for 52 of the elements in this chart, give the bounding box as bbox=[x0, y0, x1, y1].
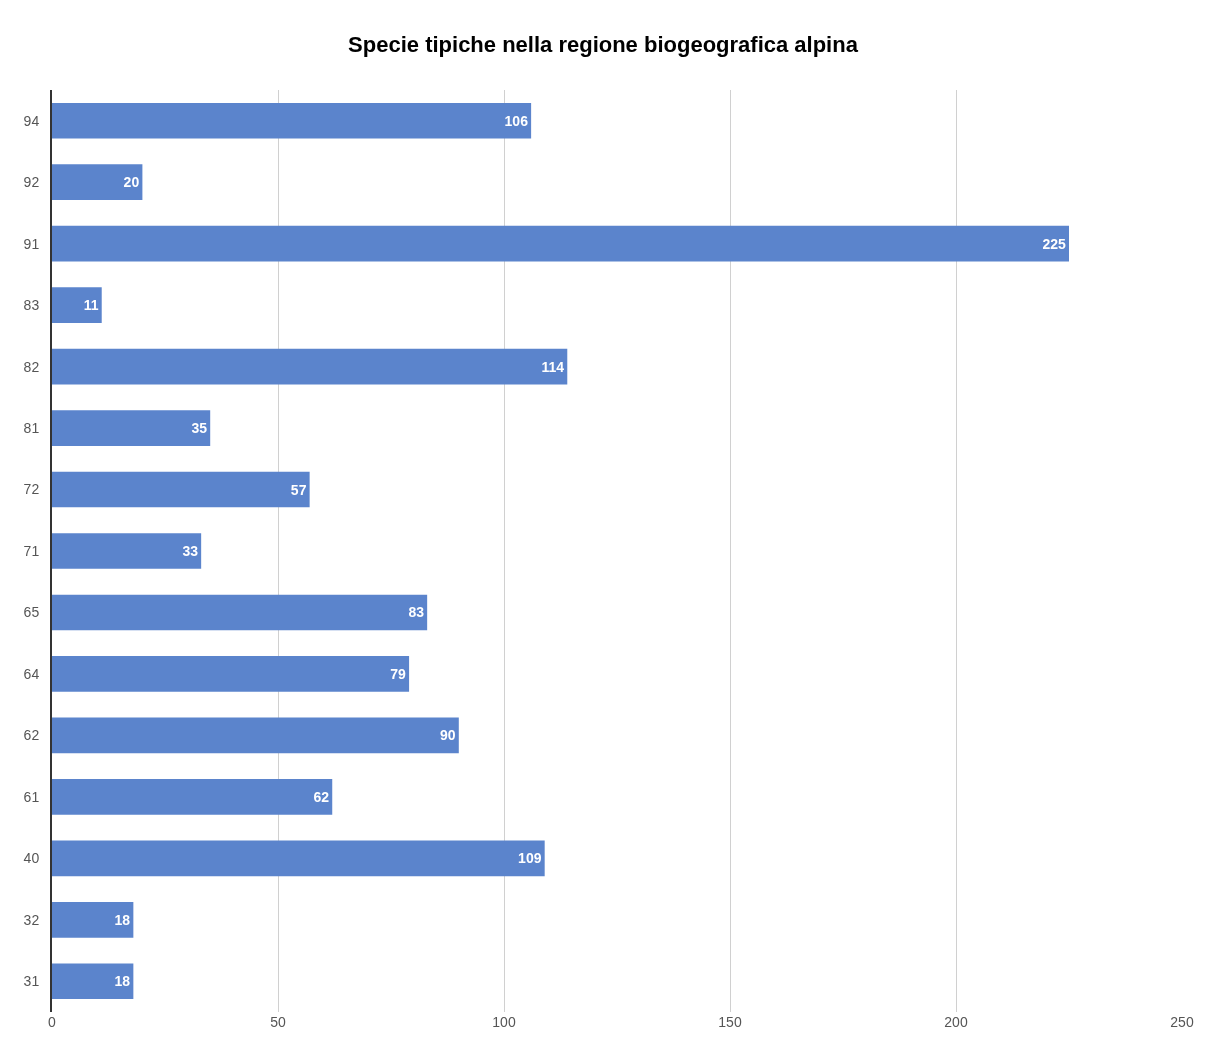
data-label: 106 bbox=[504, 112, 529, 129]
data-label: 79 bbox=[390, 665, 407, 682]
x-tick-label: 100 bbox=[492, 1014, 516, 1030]
chart-title: Specie tipiche nella regione biogeografica alpina bbox=[348, 32, 859, 58]
y-tick-label: 62 bbox=[23, 727, 40, 744]
data-label: 83 bbox=[408, 604, 425, 621]
bar bbox=[52, 901, 134, 938]
bar bbox=[52, 287, 102, 323]
data-label: 57 bbox=[290, 481, 307, 498]
y-tick-label: 32 bbox=[23, 911, 40, 928]
bar bbox=[52, 779, 333, 815]
data-label: 114 bbox=[541, 358, 565, 375]
y-tick-label: 82 bbox=[23, 358, 40, 375]
data-label: 109 bbox=[518, 850, 542, 867]
y-tick-label: 91 bbox=[23, 235, 40, 252]
x-tick-label: 250 bbox=[1170, 1014, 1194, 1030]
y-tick-label: 65 bbox=[23, 604, 40, 621]
x-tick-label: 50 bbox=[270, 1014, 286, 1030]
bar bbox=[52, 225, 1069, 262]
y-tick-label: 92 bbox=[23, 174, 40, 191]
data-label: 11 bbox=[83, 297, 99, 314]
bar bbox=[52, 102, 532, 139]
bar bbox=[52, 410, 211, 446]
y-tick-label: 72 bbox=[23, 481, 40, 498]
data-label: 18 bbox=[114, 973, 131, 990]
y-tick-label: 94 bbox=[23, 112, 40, 129]
y-tick-label: 64 bbox=[23, 665, 40, 682]
data-label: 18 bbox=[114, 911, 131, 928]
x-tick-label: 150 bbox=[718, 1014, 742, 1030]
y-tick-label: 71 bbox=[23, 542, 40, 559]
y-tick-label: 40 bbox=[23, 850, 40, 867]
x-tick-label: 200 bbox=[944, 1014, 968, 1030]
data-label: 33 bbox=[182, 543, 199, 559]
bar bbox=[52, 717, 459, 754]
bar bbox=[52, 656, 410, 692]
bar bbox=[52, 471, 310, 508]
bar bbox=[52, 963, 134, 1000]
y-tick-label: 61 bbox=[23, 788, 40, 805]
bar bbox=[52, 164, 143, 201]
data-label: 20 bbox=[123, 174, 140, 191]
y-tick-label: 81 bbox=[23, 419, 40, 436]
bar bbox=[52, 348, 568, 385]
data-label: 62 bbox=[313, 788, 330, 805]
bar bbox=[52, 840, 545, 877]
bar bbox=[52, 594, 428, 631]
y-tick-label: 83 bbox=[23, 297, 40, 314]
data-label: 35 bbox=[191, 420, 208, 437]
data-label: 225 bbox=[1042, 235, 1066, 252]
x-tick-label: 0 bbox=[48, 1014, 57, 1030]
y-tick-label: 31 bbox=[23, 973, 40, 990]
bar bbox=[52, 533, 202, 569]
data-label: 90 bbox=[440, 727, 456, 744]
